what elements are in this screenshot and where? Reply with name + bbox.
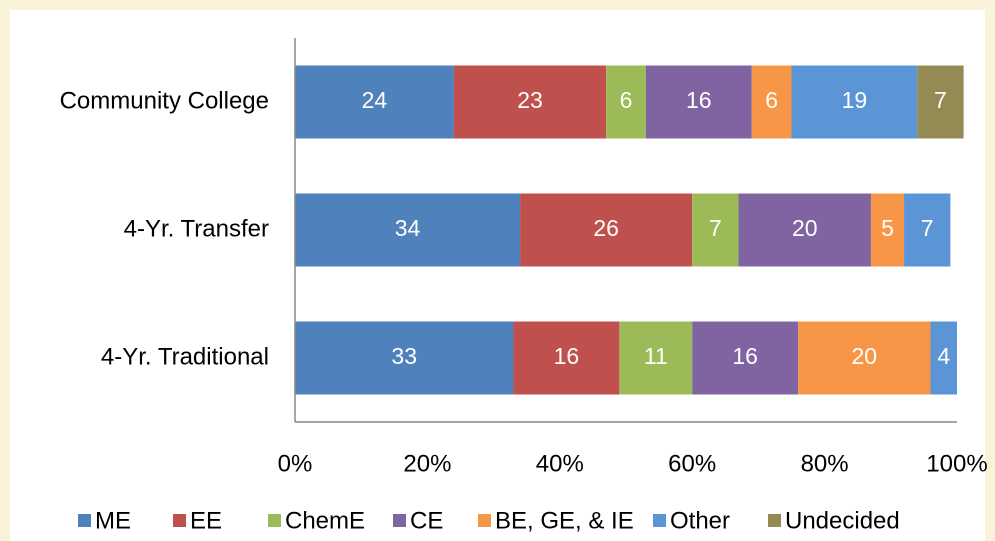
bar-segment (645, 65, 752, 139)
bar-segment (751, 65, 792, 139)
data-label: 16 (686, 87, 712, 113)
data-label: 7 (934, 87, 947, 113)
data-label: 24 (362, 87, 388, 113)
data-label: 34 (395, 215, 421, 241)
legend-swatch (393, 514, 406, 527)
bar-segment (295, 65, 454, 139)
bar-segment (513, 321, 620, 395)
bar-segment (738, 193, 871, 267)
legend-label: BE, GE, & IE (495, 507, 634, 534)
data-label: 16 (554, 343, 580, 369)
bar-segment (904, 193, 951, 267)
y-tick-label: Community College (60, 87, 269, 114)
data-label: 6 (765, 87, 778, 113)
legend-swatch (173, 514, 186, 527)
data-label: 6 (620, 87, 633, 113)
y-tick-label: 4-Yr. Traditional (101, 343, 269, 370)
legend-swatch (768, 514, 781, 527)
bar-segment (453, 65, 607, 139)
data-label: 7 (709, 215, 722, 241)
bar-segment (692, 321, 799, 395)
data-label: 20 (852, 343, 878, 369)
bar-segment (295, 321, 514, 395)
legend-label: ME (95, 507, 131, 534)
bar-segment (791, 65, 918, 139)
bar-segment (692, 193, 739, 267)
bar-segment (930, 321, 957, 395)
bar-segment (870, 193, 905, 267)
data-label: 26 (593, 215, 619, 241)
data-label: 16 (732, 343, 758, 369)
legend-swatch (478, 514, 491, 527)
x-tick-label: 0% (278, 450, 313, 477)
data-label: 19 (842, 87, 868, 113)
data-label: 33 (391, 343, 417, 369)
bar-segment (606, 65, 646, 139)
x-tick-label: 60% (668, 450, 716, 477)
data-label: 5 (881, 215, 894, 241)
data-label: 4 (937, 343, 950, 369)
bar-segment (520, 193, 693, 267)
x-tick-label: 40% (536, 450, 584, 477)
x-tick-label: 80% (801, 450, 849, 477)
legend-label: CE (410, 507, 443, 534)
bar-segment (295, 193, 521, 267)
data-label: 11 (644, 343, 668, 369)
legend-label: Other (670, 507, 730, 534)
y-tick-label: 4-Yr. Transfer (124, 215, 269, 242)
bar-segment (798, 321, 931, 395)
data-label: 7 (921, 215, 934, 241)
legend-swatch (653, 514, 666, 527)
legend-label: Undecided (785, 507, 900, 534)
legend-swatch (268, 514, 281, 527)
x-tick-label: 20% (403, 450, 451, 477)
data-label: 23 (517, 87, 543, 113)
data-label: 20 (792, 215, 818, 241)
legend-swatch (78, 514, 91, 527)
bar-segment (619, 321, 693, 395)
x-tick-label: 100% (926, 450, 987, 477)
bar-segment (917, 65, 964, 139)
legend-label: EE (190, 507, 222, 534)
legend-label: ChemE (285, 507, 365, 534)
